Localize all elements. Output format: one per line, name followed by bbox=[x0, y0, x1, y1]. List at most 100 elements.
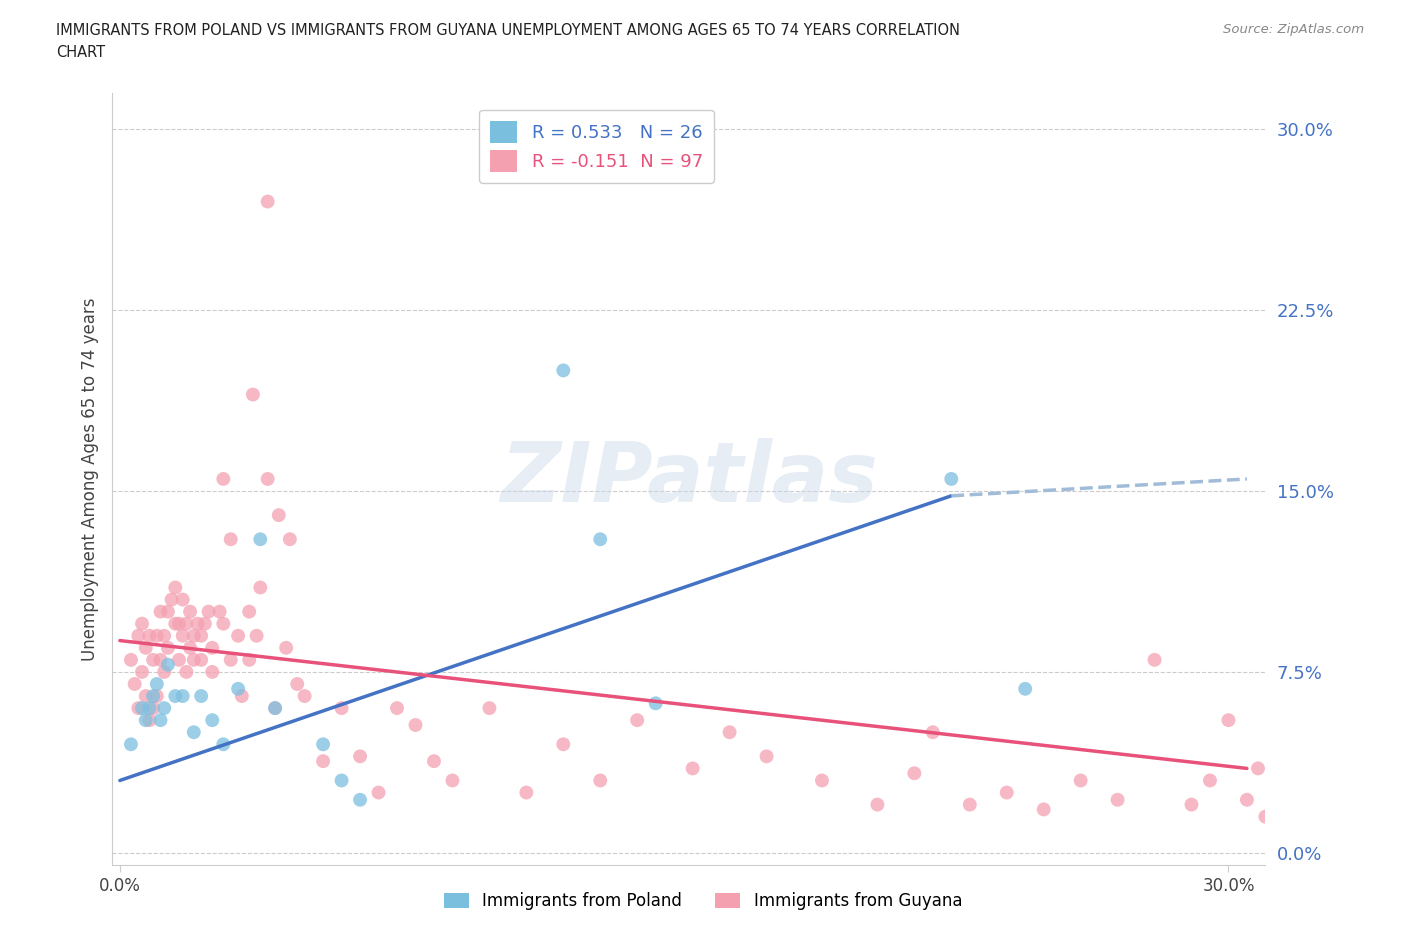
Point bbox=[278, 532, 301, 547]
Point bbox=[212, 617, 235, 631]
Legend: R = 0.533   N = 26, R = -0.151  N = 97: R = 0.533 N = 26, R = -0.151 N = 97 bbox=[479, 110, 714, 182]
Point bbox=[165, 688, 187, 703]
Point bbox=[183, 724, 205, 739]
Point bbox=[995, 785, 1018, 800]
Point bbox=[149, 712, 172, 727]
Point bbox=[1014, 682, 1036, 697]
Point bbox=[238, 653, 260, 668]
Point bbox=[127, 629, 149, 644]
Point bbox=[156, 604, 179, 619]
Point bbox=[197, 604, 219, 619]
Point bbox=[626, 712, 648, 727]
Point bbox=[1143, 653, 1166, 668]
Point bbox=[120, 653, 142, 668]
Point bbox=[256, 194, 278, 209]
Point bbox=[135, 688, 157, 703]
Point bbox=[478, 700, 501, 715]
Point bbox=[131, 617, 153, 631]
Point bbox=[589, 773, 612, 788]
Y-axis label: Unemployment Among Ages 65 to 74 years: Unemployment Among Ages 65 to 74 years bbox=[80, 298, 98, 660]
Point bbox=[226, 682, 249, 697]
Point bbox=[811, 773, 834, 788]
Point bbox=[138, 629, 160, 644]
Point bbox=[718, 724, 741, 739]
Point bbox=[131, 665, 153, 680]
Point bbox=[201, 641, 224, 656]
Point bbox=[142, 700, 165, 715]
Point bbox=[176, 665, 198, 680]
Point bbox=[276, 641, 298, 656]
Point bbox=[312, 737, 335, 751]
Point bbox=[135, 641, 157, 656]
Point bbox=[1247, 761, 1270, 776]
Point bbox=[553, 363, 575, 378]
Point bbox=[1291, 712, 1313, 727]
Point bbox=[1218, 712, 1240, 727]
Point bbox=[1199, 773, 1222, 788]
Point bbox=[553, 737, 575, 751]
Point bbox=[208, 604, 231, 619]
Point bbox=[1107, 792, 1129, 807]
Point bbox=[866, 797, 889, 812]
Text: Source: ZipAtlas.com: Source: ZipAtlas.com bbox=[1223, 23, 1364, 36]
Point bbox=[405, 718, 427, 733]
Point bbox=[1254, 809, 1277, 824]
Point bbox=[172, 629, 194, 644]
Point bbox=[1236, 792, 1258, 807]
Point bbox=[367, 785, 389, 800]
Point bbox=[172, 688, 194, 703]
Point bbox=[385, 700, 408, 715]
Legend: Immigrants from Poland, Immigrants from Guyana: Immigrants from Poland, Immigrants from … bbox=[437, 885, 969, 917]
Point bbox=[201, 665, 224, 680]
Point bbox=[441, 773, 464, 788]
Point bbox=[142, 653, 165, 668]
Point bbox=[186, 617, 208, 631]
Point bbox=[423, 753, 446, 768]
Point bbox=[682, 761, 704, 776]
Point bbox=[190, 653, 212, 668]
Point bbox=[285, 676, 308, 691]
Point bbox=[1070, 773, 1092, 788]
Point bbox=[349, 792, 371, 807]
Point bbox=[1032, 802, 1054, 817]
Point bbox=[165, 617, 187, 631]
Point bbox=[294, 688, 316, 703]
Point bbox=[146, 688, 169, 703]
Point bbox=[515, 785, 537, 800]
Point bbox=[1272, 785, 1295, 800]
Point bbox=[1309, 700, 1331, 715]
Point bbox=[212, 737, 235, 751]
Point bbox=[146, 629, 169, 644]
Point bbox=[201, 712, 224, 727]
Point bbox=[212, 472, 235, 486]
Point bbox=[246, 629, 269, 644]
Text: CHART: CHART bbox=[56, 45, 105, 60]
Point bbox=[138, 712, 160, 727]
Point bbox=[131, 700, 153, 715]
Point bbox=[959, 797, 981, 812]
Text: IMMIGRANTS FROM POLAND VS IMMIGRANTS FROM GUYANA UNEMPLOYMENT AMONG AGES 65 TO 7: IMMIGRANTS FROM POLAND VS IMMIGRANTS FRO… bbox=[56, 23, 960, 38]
Point bbox=[179, 604, 201, 619]
Point bbox=[190, 688, 212, 703]
Point bbox=[167, 617, 190, 631]
Point bbox=[165, 580, 187, 595]
Point bbox=[194, 617, 217, 631]
Point bbox=[264, 700, 287, 715]
Point bbox=[330, 773, 353, 788]
Point bbox=[153, 700, 176, 715]
Point bbox=[755, 749, 778, 764]
Point bbox=[903, 765, 925, 780]
Point bbox=[153, 665, 176, 680]
Point bbox=[160, 592, 183, 607]
Point bbox=[179, 641, 201, 656]
Point bbox=[264, 700, 287, 715]
Point bbox=[941, 472, 963, 486]
Point bbox=[267, 508, 290, 523]
Point bbox=[172, 592, 194, 607]
Point bbox=[156, 658, 179, 672]
Point bbox=[231, 688, 253, 703]
Point bbox=[249, 580, 271, 595]
Point bbox=[167, 653, 190, 668]
Point bbox=[120, 737, 142, 751]
Point bbox=[156, 641, 179, 656]
